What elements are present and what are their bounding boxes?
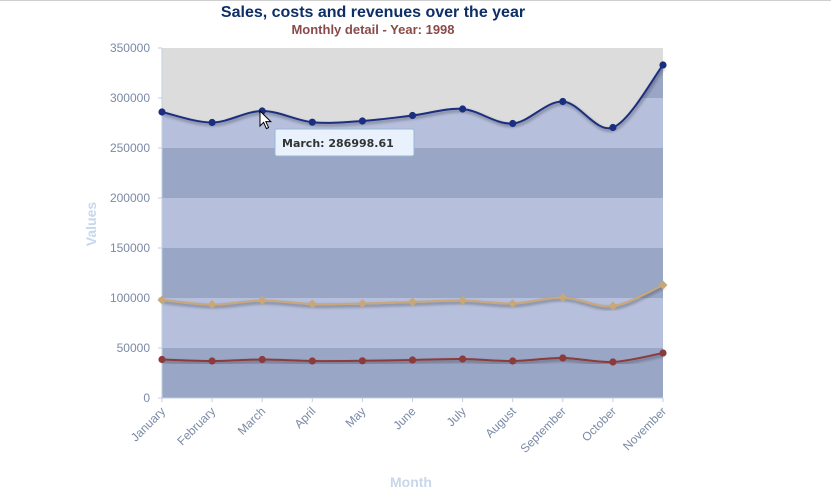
data-point-marker[interactable] <box>559 97 567 106</box>
y-tick-label: 250000 <box>110 141 150 155</box>
data-point-marker[interactable] <box>207 300 217 309</box>
y-tick-label: 0 <box>143 391 150 405</box>
data-point-marker[interactable] <box>258 355 266 364</box>
data-point-marker[interactable] <box>308 118 316 126</box>
tooltip-box <box>274 128 415 157</box>
data-point-marker[interactable] <box>408 111 417 120</box>
data-point-marker[interactable] <box>158 108 166 116</box>
data-point-marker[interactable] <box>208 118 216 127</box>
y-axis-title: Values <box>83 202 99 247</box>
data-point-marker[interactable] <box>358 117 366 125</box>
y-tick-label: 50000 <box>117 341 151 355</box>
data-point-marker[interactable] <box>158 355 166 364</box>
y-tick-label: 150000 <box>110 241 150 255</box>
data-point-marker[interactable] <box>609 123 617 132</box>
chart-title: Sales, costs and revenues over the year <box>221 4 525 21</box>
data-point-marker[interactable] <box>658 280 668 290</box>
x-tick-label: June <box>390 404 419 433</box>
x-tick-label: January <box>128 404 168 444</box>
y-tick-labels: 0 50000 100000 150000 200000 250000 300000 3500… <box>110 41 150 405</box>
y-tick-label: 350000 <box>110 41 150 55</box>
tooltip-text: March: 286998.61 <box>282 137 394 150</box>
x-tick-label: July <box>444 404 469 429</box>
data-point-marker[interactable] <box>558 293 568 302</box>
data-point-marker[interactable] <box>458 296 468 305</box>
y-tick-label: 300000 <box>110 91 150 105</box>
x-tick-labels: January February March April May June July Augu… <box>128 404 669 456</box>
data-point-marker[interactable] <box>608 301 618 311</box>
top-divider <box>0 0 831 1</box>
chart-subtitle: Monthly detail - Year: 1998 <box>291 22 454 37</box>
mouse-cursor-icon <box>259 109 273 130</box>
tooltip: March: 286998.61 <box>274 128 415 157</box>
data-point-marker[interactable] <box>208 357 216 365</box>
data-point-marker[interactable] <box>508 299 518 308</box>
x-tick-label: April <box>292 404 319 431</box>
data-point-marker[interactable] <box>357 299 367 308</box>
data-point-marker[interactable] <box>659 349 667 357</box>
x-tick-label: September <box>518 404 569 455</box>
data-point-marker[interactable] <box>408 356 417 364</box>
x-tick-label: October <box>579 404 619 444</box>
x-tick-label: May <box>343 404 369 430</box>
x-tick-label: August <box>483 404 520 441</box>
data-point-marker[interactable] <box>257 296 267 305</box>
data-point-marker[interactable] <box>509 357 517 365</box>
data-point-marker[interactable] <box>157 295 167 305</box>
area-band <box>162 248 663 298</box>
area-band <box>162 198 663 248</box>
area-band <box>162 348 663 398</box>
data-point-marker[interactable] <box>559 354 567 362</box>
plot-band <box>162 48 663 98</box>
data-point-marker[interactable] <box>659 61 667 69</box>
data-point-marker[interactable] <box>509 119 517 128</box>
x-tick-label: March <box>235 404 268 437</box>
data-point-marker[interactable] <box>408 297 417 307</box>
data-point-marker[interactable] <box>308 357 316 365</box>
y-tick-label: 200000 <box>110 191 150 205</box>
y-tick-label: 100000 <box>110 291 150 305</box>
data-point-marker[interactable] <box>307 299 317 309</box>
data-point-marker[interactable] <box>459 105 467 113</box>
data-point-marker[interactable] <box>358 357 366 365</box>
series-markers[interactable] <box>157 61 668 366</box>
data-point-marker[interactable] <box>459 355 467 363</box>
x-tick-label: February <box>174 404 218 448</box>
x-tick-label: November <box>620 404 669 453</box>
data-point-marker[interactable] <box>609 358 617 366</box>
x-axis-title: Month <box>390 474 432 490</box>
